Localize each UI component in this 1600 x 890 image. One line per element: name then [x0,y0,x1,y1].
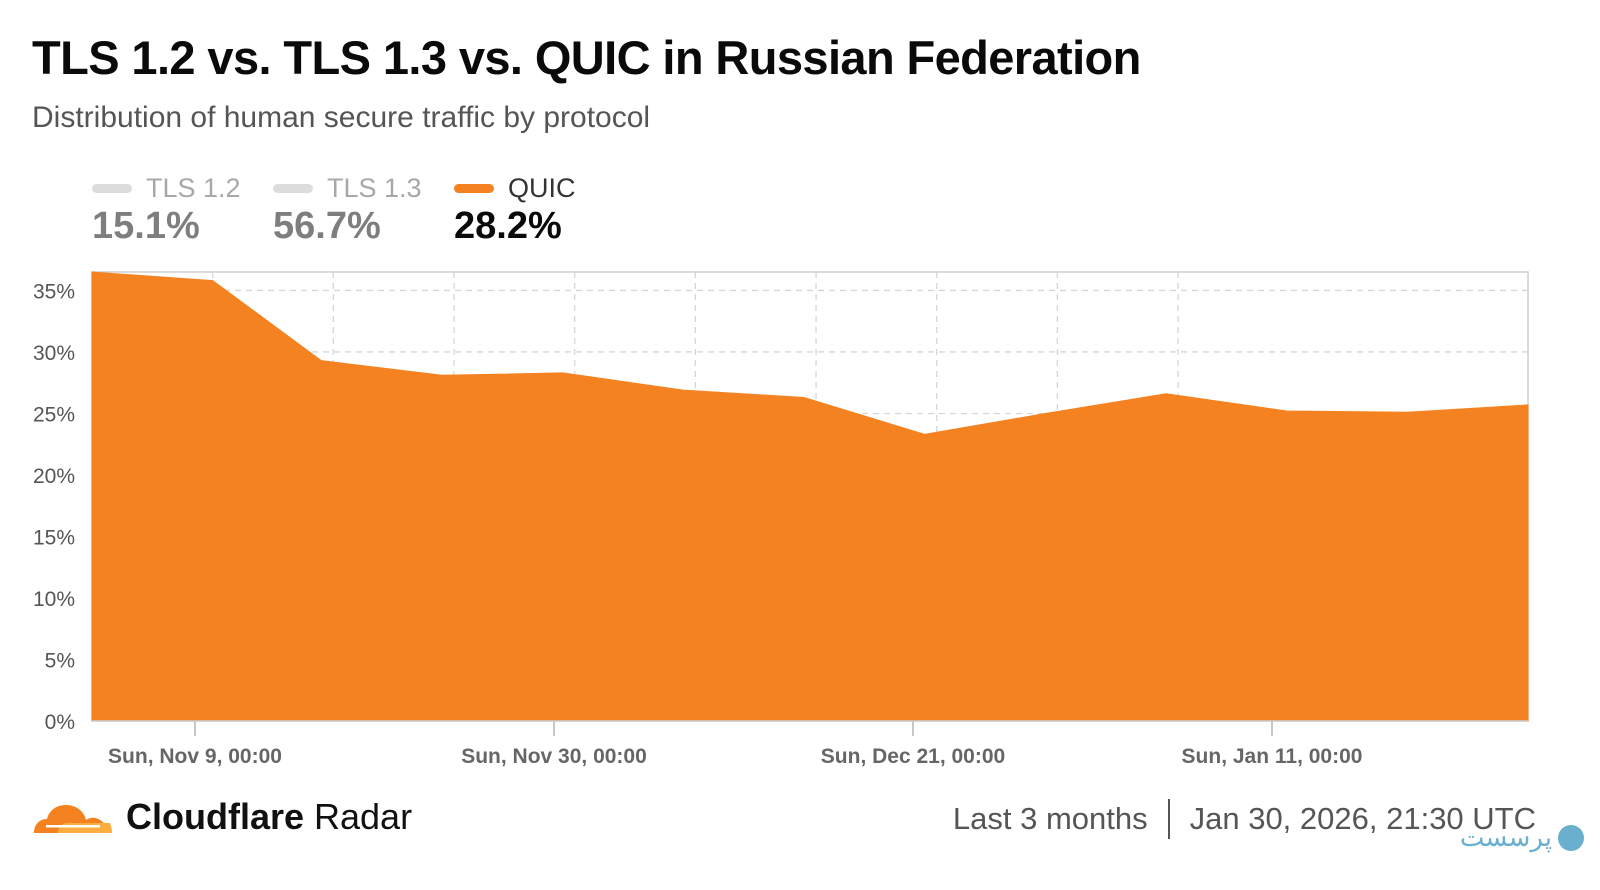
cloudflare-logo-icon [34,805,112,833]
y-tick-label: 25% [33,403,75,426]
watermark-text: پرسست [1459,822,1552,852]
watermark-logo-icon [1558,824,1584,851]
legend-label: QUIC [508,172,576,203]
time-range-label: Last 3 months [952,801,1148,836]
legend-item-quic[interactable]: QUIC 28.2% [454,172,576,248]
legend-label: TLS 1.3 [327,172,422,203]
legend-swatch [454,183,494,193]
footer-separator [1167,799,1170,839]
legend-swatch [92,183,132,193]
y-tick-label: 35% [33,280,75,303]
chart-subtitle: Distribution of human secure traffic by … [32,101,651,134]
brand-name: Cloudflare Radar [126,796,413,837]
legend-item-tls12[interactable]: TLS 1.2 15.1% [92,172,241,248]
quic-series-area [91,271,1529,722]
legend-value: 56.7% [273,205,381,247]
y-tick-label: 30% [33,342,75,365]
footer-meta: Last 3 months Jan 30, 2026, 21:30 UTC [953,799,1536,839]
cloudflare-radar-brand[interactable]: Cloudflare Radar [30,796,412,838]
legend-label: TLS 1.2 [146,172,241,203]
legend-swatch [273,183,313,193]
legend-value: 15.1% [92,205,200,247]
x-tick-label: Sun, Dec 21, 00:00 [821,745,1005,768]
y-tick-label: 10% [33,588,75,611]
y-tick-label: 0% [45,711,75,734]
timestamp-label: Jan 30, 2026, 21:30 UTC [1189,801,1536,836]
x-tick-label: Sun, Nov 9, 00:00 [108,745,282,768]
y-tick-label: 5% [45,649,75,672]
legend-value: 28.2% [454,205,562,247]
watermark: پرسست [1460,822,1584,853]
y-tick-label: 20% [33,465,75,488]
x-tick-label: Sun, Jan 11, 00:00 [1182,745,1363,768]
x-tick-label: Sun, Nov 30, 00:00 [461,745,647,768]
chart-title: TLS 1.2 vs. TLS 1.3 vs. QUIC in Russian … [32,31,1141,84]
y-tick-label: 15% [33,526,75,549]
legend-item-tls13[interactable]: TLS 1.3 56.7% [273,172,422,248]
